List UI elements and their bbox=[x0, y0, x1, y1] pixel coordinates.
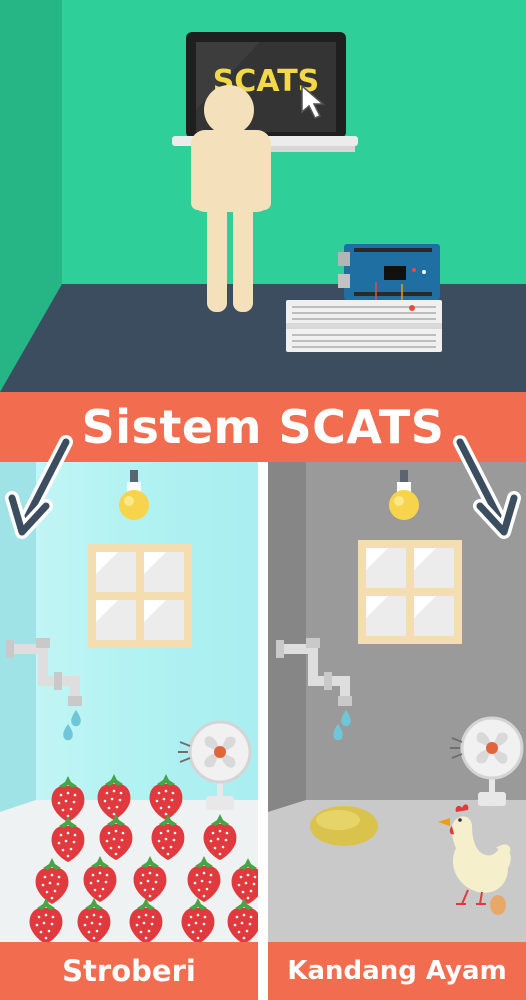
title-banner bbox=[0, 392, 526, 462]
chicken-label-bar bbox=[268, 942, 526, 1000]
arrow-down-left-icon bbox=[5, 435, 73, 539]
strawberry-room bbox=[0, 462, 265, 1000]
egg-icon bbox=[490, 895, 506, 915]
window-icon bbox=[88, 544, 192, 648]
arrow-down-right-icon bbox=[453, 435, 521, 539]
cursor-icon bbox=[301, 84, 326, 119]
strawberry-room-label: Stroberi bbox=[62, 954, 196, 988]
chicken-room bbox=[268, 462, 526, 1000]
top-room-floor bbox=[0, 284, 526, 392]
top-room-side-wall bbox=[0, 0, 62, 392]
page-title: Sistem SCATS bbox=[81, 400, 445, 454]
top-room: SCATS bbox=[0, 0, 526, 392]
window-icon bbox=[358, 540, 462, 644]
room-divider bbox=[258, 462, 268, 1000]
chicken-room-label: Kandang Ayam bbox=[287, 956, 507, 986]
chicken-icon bbox=[438, 804, 511, 905]
arduino-board bbox=[338, 244, 440, 300]
strawberry-label-bar bbox=[0, 942, 258, 1000]
breadboard bbox=[286, 282, 442, 352]
person-figure bbox=[191, 85, 271, 312]
laptop: SCATS bbox=[172, 32, 358, 152]
grain-pile-icon bbox=[310, 806, 378, 846]
